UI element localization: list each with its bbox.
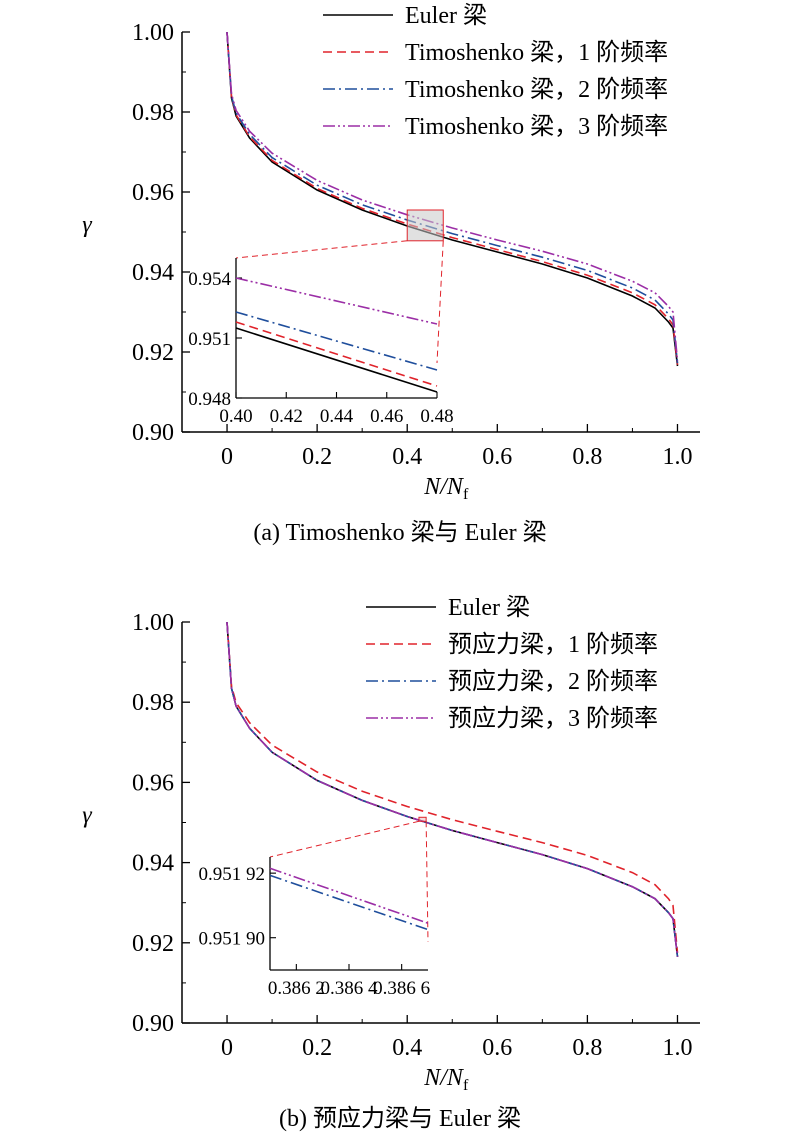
inset-y-tick-label: 0.948 — [188, 389, 231, 410]
legend-label-2: Timoshenko 梁，1 阶频率 — [405, 39, 668, 66]
inset-y-tick-label: 0.951 — [188, 329, 231, 350]
y-tick-label: 0.94 — [132, 851, 174, 877]
legend-label-4: 预应力梁，3 阶频率 — [448, 705, 658, 732]
inset-x-tick-label: 0.386 2 — [268, 978, 325, 999]
figure-a: 0.90 0.92 0.94 0.96 0.98 1.00 0 0.2 0.4 0.6 0.8 1.0… — [0, 0, 800, 560]
inset-series-line-3 — [269, 874, 429, 931]
series-line-2 — [226, 621, 679, 953]
inset-background — [236, 258, 437, 398]
x-tick-label: 0 — [221, 1035, 233, 1061]
inset-x-tick-label: 0.386 6 — [373, 978, 430, 999]
y-tick-label: 0.96 — [132, 770, 174, 796]
x-tick-label: 0.2 — [302, 444, 332, 470]
x-tick-label: 0.8 — [572, 1035, 602, 1061]
x-tick-label: 0.4 — [392, 444, 422, 470]
y-axis-label: γ — [82, 803, 92, 829]
zoom-connector-left — [269, 820, 420, 858]
series-line-4 — [226, 621, 679, 957]
inset-series-line-1 — [235, 327, 438, 393]
inset-y-tick-label: 0.951 90 — [199, 929, 266, 950]
chart-a: 0.90 0.92 0.94 0.96 0.98 1.00 0 0.2 0.4 0.6 0.8 1.0… — [82, 2, 700, 503]
zoom-connector-right — [436, 240, 444, 364]
x-axis-label: N/Nf — [423, 1065, 469, 1094]
y-tick-label: 0.94 — [132, 260, 174, 286]
inset-x-tick-label: 0.48 — [420, 406, 453, 427]
y-tick-label: 0.96 — [132, 180, 174, 206]
inset-series-line-2 — [235, 321, 438, 387]
x-tick-label: 0.4 — [392, 1035, 422, 1061]
x-axis-label: N/Nf — [423, 474, 469, 503]
inset-x-tick-label: 0.46 — [370, 406, 403, 427]
y-axis-label: γ — [82, 212, 92, 238]
legend-label-1: Euler 梁 — [448, 594, 530, 621]
inset-x-tick-label: 0.40 — [219, 406, 252, 427]
figure-b: 0.90 0.92 0.94 0.96 0.98 1.00 0 0.2 0.4 0.6 0.8 1.0… — [0, 580, 800, 1137]
y-tick-label: 0.90 — [132, 420, 174, 446]
x-tick-label: 0.6 — [482, 1035, 512, 1061]
y-tick-label: 0.98 — [132, 690, 174, 716]
legend-label-3: 预应力梁，2 阶频率 — [448, 668, 658, 695]
zoom-box — [418, 816, 427, 822]
legend-label-3: Timoshenko 梁，2 阶频率 — [405, 76, 668, 103]
x-axis-label-subscript: f — [463, 486, 469, 503]
x-tick-label: 1.0 — [662, 1035, 692, 1061]
legend-label-2: 预应力梁，1 阶频率 — [448, 631, 658, 658]
caption-a: (a) Timoshenko 梁与 Euler 梁 — [253, 520, 547, 546]
x-tick-label: 1.0 — [662, 444, 692, 470]
series-line-2 — [226, 31, 679, 365]
inset-series-line-4 — [235, 277, 438, 325]
series-line-4 — [226, 31, 679, 362]
x-tick-label: 0.6 — [482, 444, 512, 470]
y-tick-label: 0.92 — [132, 340, 174, 366]
caption-b: (b) 预应力梁与 Euler 梁 — [279, 1106, 521, 1132]
inset-x-tick-label: 0.386 4 — [321, 978, 379, 999]
chart-b: 0.90 0.92 0.94 0.96 0.98 1.00 0 0.2 0.4 0.6 0.8 1.0… — [82, 594, 700, 1094]
y-tick-label: 0.90 — [132, 1011, 174, 1037]
inset-background — [270, 857, 428, 970]
inset-y-tick-label: 0.951 92 — [199, 864, 266, 885]
inset-x-tick-label: 0.42 — [270, 406, 303, 427]
zoom-connector-right — [425, 821, 429, 942]
legend-label-4: Timoshenko 梁，3 阶频率 — [405, 113, 668, 140]
y-tick-label: 1.00 — [132, 20, 174, 46]
legend-label-1: Euler 梁 — [405, 2, 487, 29]
series-line-3 — [226, 31, 679, 364]
zoom-box — [406, 209, 444, 242]
x-tick-label: 0 — [221, 444, 233, 470]
zoom-connector-left — [235, 240, 408, 259]
inset-series-line-3 — [235, 311, 438, 371]
inset-x-tick-label: 0.44 — [320, 406, 354, 427]
y-tick-label: 0.98 — [132, 100, 174, 126]
inset-y-tick-label: 0.954 — [188, 269, 231, 290]
y-tick-label: 1.00 — [132, 610, 174, 636]
x-axis-label-subscript: f — [463, 1077, 469, 1094]
x-tick-label: 0.8 — [572, 444, 602, 470]
y-tick-label: 0.92 — [132, 931, 174, 957]
x-tick-label: 0.2 — [302, 1035, 332, 1061]
inset-series-line-4 — [269, 867, 429, 924]
